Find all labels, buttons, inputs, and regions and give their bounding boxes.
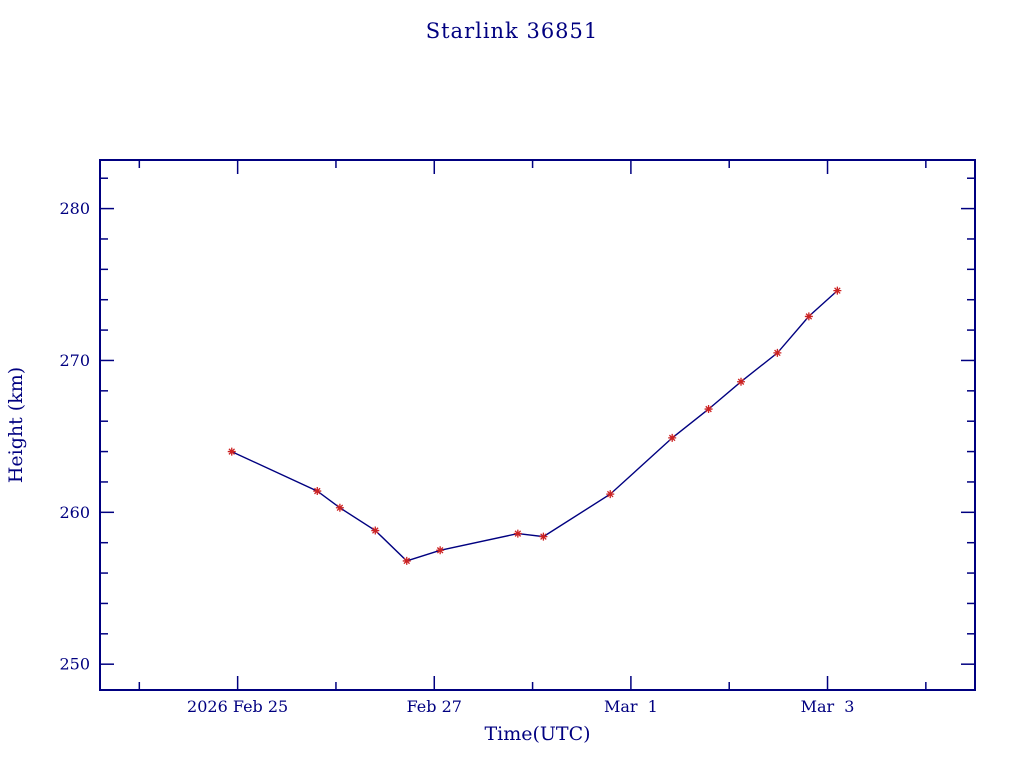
plot-frame [99,159,976,691]
x-tick-label: Feb 27 [407,697,462,716]
data-point-marker [227,447,236,456]
data-point-marker [773,348,782,357]
chart-title: Starlink 36851 [426,19,599,43]
data-point-marker [402,556,411,565]
y-tick-label: 260 [59,503,90,522]
data-point-marker [335,503,344,512]
axis-ticks [100,160,975,690]
height-series-line [231,290,838,562]
y-axis-label: Height (km) [5,367,27,483]
data-point-marker [371,526,380,535]
data-point-marker [668,433,677,442]
y-tick-label: 280 [59,199,90,218]
x-tick-label: 2026 Feb 25 [187,697,288,716]
data-point-marker [804,312,813,321]
data-point-marker [606,490,615,499]
y-tick-label: 270 [59,351,90,370]
data-series [227,286,842,565]
data-point-marker [513,529,522,538]
tick-labels: 2026 Feb 25 Feb 27 Mar 1 Mar 3 250 260 270 280 [59,199,854,716]
data-point-marker [833,286,842,295]
x-axis-label: Time(UTC) [484,723,590,745]
plot-frame-box [99,159,976,691]
x-tick-label: Mar 3 [801,697,855,716]
data-point-marker [704,405,713,414]
y-tick-label: 250 [59,655,90,674]
data-point-marker [737,377,746,386]
data-point-marker [539,532,548,541]
data-point-marker [313,487,322,496]
x-tick-label: Mar 1 [604,697,658,716]
data-point-marker [436,546,445,555]
